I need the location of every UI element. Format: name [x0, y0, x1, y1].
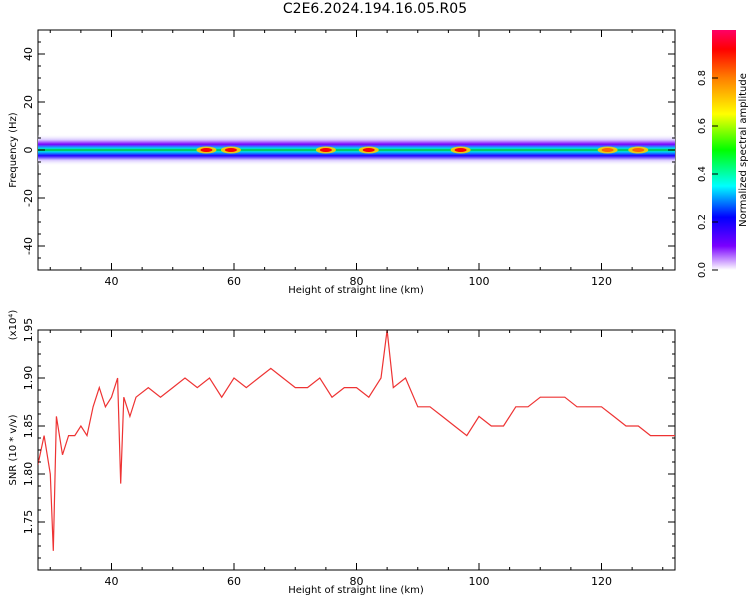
spectrogram-panel: 40 60 80 100 120 -40 -20 0 20 40 Height of straig… [8, 29, 676, 296]
spectrogram-y-tick-label: 0 [22, 147, 35, 154]
colorbar-tick-label: 0.0 [697, 262, 708, 278]
spectrogram-hotspot [224, 148, 237, 152]
colorbar-gradient [712, 30, 736, 270]
snr-panel: 40 60 80 100 120 1.75 1.80 1.85 1.90 1.95 Height … [8, 310, 676, 596]
snr-x-tick-label: 80 [350, 575, 364, 588]
spectrogram-hotspot [454, 148, 467, 152]
snr-ylabel: SNR (10 * v/v) [8, 414, 19, 485]
colorbar-tick-label: 0.4 [697, 166, 708, 182]
snr-frame [37, 329, 676, 571]
colorbar-tick-label: 0.6 [697, 118, 708, 134]
spectrogram-y-tick-label: 20 [22, 95, 35, 109]
snr-series-line [38, 330, 675, 551]
spectrogram-y-tick-label: 40 [22, 47, 35, 61]
spectrogram-hotspot [200, 148, 213, 152]
snr-x-tick-label: 40 [105, 575, 119, 588]
snr-y-tick-label: 1.80 [22, 462, 35, 487]
spectrogram-hotspot [632, 148, 645, 152]
snr-y-multiplier: (x10⁴) [8, 310, 19, 341]
spectrogram-hotspot [362, 148, 375, 152]
snr-y-tick-label: 1.85 [22, 414, 35, 439]
snr-x-tick-label: 100 [469, 575, 490, 588]
spectrogram-xlabel: Height of straight line (km) [288, 285, 424, 296]
snr-xlabel: Height of straight line (km) [288, 585, 424, 596]
colorbar-tick-label: 0.2 [697, 214, 708, 230]
spectrogram-hotspot [319, 148, 332, 152]
spectrogram-hotspot [601, 148, 614, 152]
spectrogram-x-tick-label: 60 [227, 275, 241, 288]
spectrogram-x-tick-label: 40 [105, 275, 119, 288]
snr-y-tick-label: 1.95 [22, 318, 35, 343]
snr-x-tick-label: 60 [227, 575, 241, 588]
snr-y-tick-label: 1.75 [22, 510, 35, 535]
spectrogram-x-tick-label: 120 [591, 275, 612, 288]
colorbar-tick-label: 0.8 [697, 70, 708, 86]
spectrogram-x-tick-label: 80 [350, 275, 364, 288]
figure-title: C2E6.2024.194.16.05.R05 [282, 1, 468, 17]
spectrogram-y-tick-label: -40 [22, 237, 35, 255]
spectrogram-ylabel: Frequency (Hz) [8, 112, 19, 188]
colorbar-label: Normalized spectral amplitude [738, 73, 749, 227]
snr-x-tick-label: 120 [591, 575, 612, 588]
spectrogram-y-tick-label: -20 [22, 189, 35, 207]
snr-y-tick-label: 1.90 [22, 366, 35, 391]
colorbar: 0.0 0.2 0.4 0.6 0.8 Normalized spectral ampl… [697, 30, 749, 278]
spectrogram-x-tick-label: 100 [469, 275, 490, 288]
